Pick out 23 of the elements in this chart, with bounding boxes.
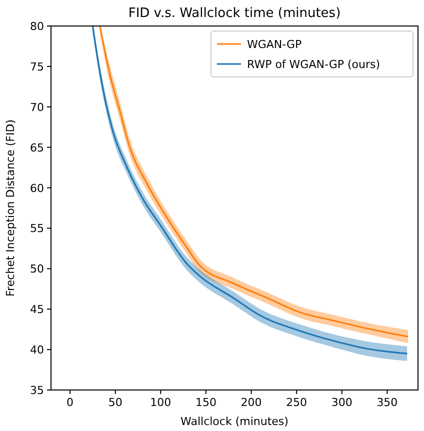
- x-tick-label: 350: [376, 396, 398, 409]
- y-axis-title: Frechet Inception Distance (FID): [4, 120, 17, 296]
- x-tick-label: 0: [66, 396, 74, 409]
- x-tick-label: 150: [195, 396, 216, 409]
- y-tick-label: 75: [30, 60, 44, 74]
- y-tick-label: 35: [30, 384, 44, 397]
- y-tick-label: 40: [30, 344, 44, 357]
- chart-title: FID v.s. Wallclock time (minutes): [128, 6, 341, 21]
- y-tick-label: 50: [30, 262, 44, 276]
- legend-label: WGAN-GP: [247, 38, 302, 51]
- x-tick-label: 250: [286, 396, 308, 409]
- x-axis-title: Wallclock (minutes): [180, 415, 288, 428]
- y-tick-label: 80: [30, 20, 44, 33]
- y-tick-label: 55: [30, 222, 44, 236]
- x-tick-label: 50: [108, 396, 122, 409]
- x-tick-label: 100: [150, 396, 172, 409]
- y-tick-label: 60: [30, 182, 44, 195]
- y-tick-label: 65: [30, 141, 44, 154]
- x-tick-label: 300: [331, 396, 352, 409]
- y-tick-label: 45: [30, 303, 44, 316]
- legend-label: RWP of WGAN-GP (ours): [247, 58, 380, 71]
- x-tick-label: 200: [240, 396, 262, 409]
- y-tick-label: 70: [30, 100, 44, 114]
